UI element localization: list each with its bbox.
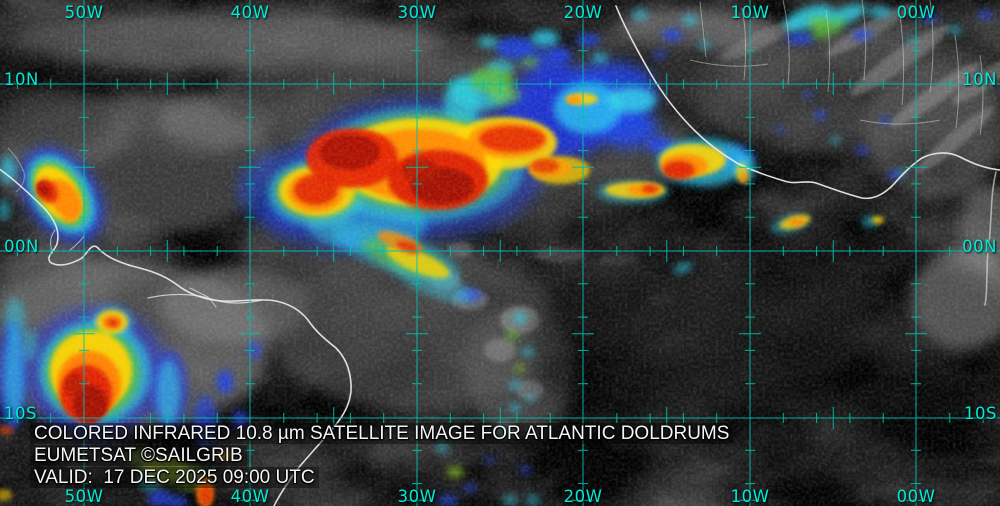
coastline-amazon-river [147, 293, 263, 304]
caption-valid-time: VALID: 17 DEC 2025 09:00 UTC [30, 467, 319, 488]
caption-block: COLORED INFRARED 10.8 µm SATELLITE IMAGE… [30, 423, 734, 489]
coastline-delta-detail [50, 229, 217, 308]
coastline-west-africa [615, 5, 1000, 200]
coastline-gabon [984, 171, 997, 306]
caption-source: EUMETSAT ©SAILGRIB [30, 445, 247, 466]
country-borders [7, 0, 984, 193]
caption-product-title: COLORED INFRARED 10.8 µm SATELLITE IMAGE… [30, 423, 734, 444]
